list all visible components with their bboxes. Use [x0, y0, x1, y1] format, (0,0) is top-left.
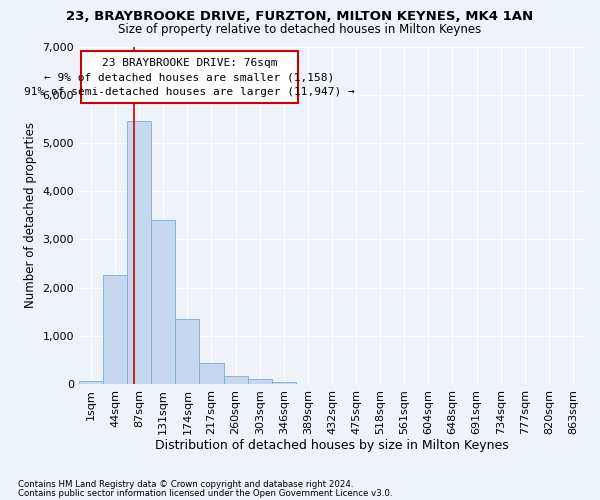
Y-axis label: Number of detached properties: Number of detached properties	[24, 122, 37, 308]
Text: 91% of semi-detached houses are larger (11,947) →: 91% of semi-detached houses are larger (…	[24, 88, 355, 98]
X-axis label: Distribution of detached houses by size in Milton Keynes: Distribution of detached houses by size …	[155, 440, 509, 452]
Text: 23 BRAYBROOKE DRIVE: 76sqm: 23 BRAYBROOKE DRIVE: 76sqm	[101, 58, 277, 68]
Bar	[151, 220, 175, 384]
Bar	[199, 363, 224, 384]
Bar	[248, 379, 272, 384]
Bar	[175, 319, 199, 384]
Text: ← 9% of detached houses are smaller (1,158): ← 9% of detached houses are smaller (1,1…	[44, 72, 334, 83]
Text: Size of property relative to detached houses in Milton Keynes: Size of property relative to detached ho…	[118, 22, 482, 36]
Bar	[272, 382, 296, 384]
Text: Contains public sector information licensed under the Open Government Licence v3: Contains public sector information licen…	[18, 488, 392, 498]
Text: Contains HM Land Registry data © Crown copyright and database right 2024.: Contains HM Land Registry data © Crown c…	[18, 480, 353, 489]
Text: 23, BRAYBROOKE DRIVE, FURZTON, MILTON KEYNES, MK4 1AN: 23, BRAYBROOKE DRIVE, FURZTON, MILTON KE…	[67, 10, 533, 23]
Bar	[79, 380, 103, 384]
FancyBboxPatch shape	[81, 52, 298, 104]
Bar	[127, 121, 151, 384]
Bar	[103, 276, 127, 384]
Bar	[224, 376, 248, 384]
